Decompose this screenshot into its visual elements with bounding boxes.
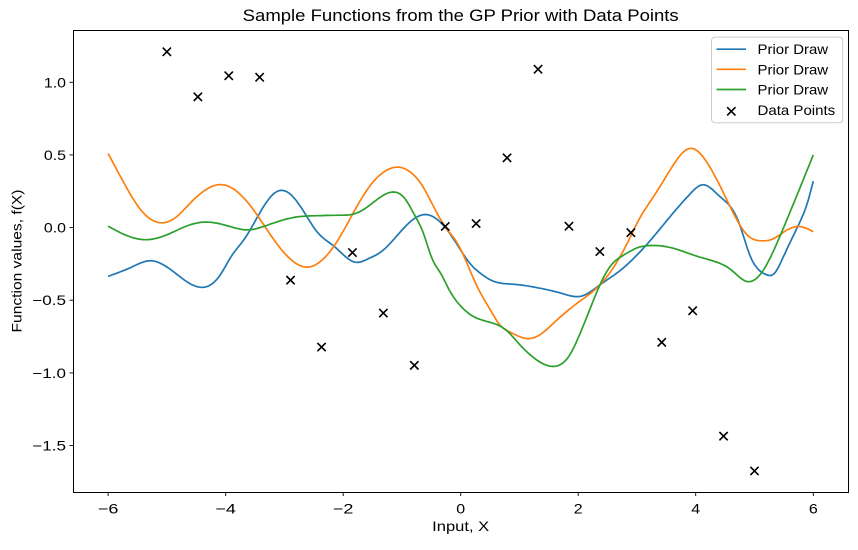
svg-text:1.0: 1.0 bbox=[44, 74, 66, 90]
svg-text:Prior Draw: Prior Draw bbox=[758, 82, 830, 98]
svg-text:Data Points: Data Points bbox=[758, 102, 836, 118]
svg-text:−0.5: −0.5 bbox=[32, 292, 66, 308]
svg-text:−1.5: −1.5 bbox=[32, 438, 66, 454]
svg-text:2: 2 bbox=[574, 501, 583, 517]
svg-text:6: 6 bbox=[809, 501, 818, 517]
svg-text:−6: −6 bbox=[98, 501, 119, 517]
svg-text:Function values, f(X): Function values, f(X) bbox=[9, 190, 25, 333]
svg-text:−1.0: −1.0 bbox=[32, 365, 66, 381]
svg-text:4: 4 bbox=[691, 501, 700, 517]
svg-text:0.5: 0.5 bbox=[44, 147, 66, 163]
svg-text:Prior Draw: Prior Draw bbox=[758, 61, 830, 77]
svg-text:0: 0 bbox=[456, 501, 465, 517]
svg-text:0.0: 0.0 bbox=[44, 220, 66, 236]
svg-text:−4: −4 bbox=[215, 501, 236, 517]
svg-text:−2: −2 bbox=[333, 501, 354, 517]
svg-text:Input, X: Input, X bbox=[432, 518, 489, 534]
svg-text:Sample Functions from the GP P: Sample Functions from the GP Prior with … bbox=[243, 6, 679, 25]
svg-text:Prior Draw: Prior Draw bbox=[758, 41, 830, 57]
